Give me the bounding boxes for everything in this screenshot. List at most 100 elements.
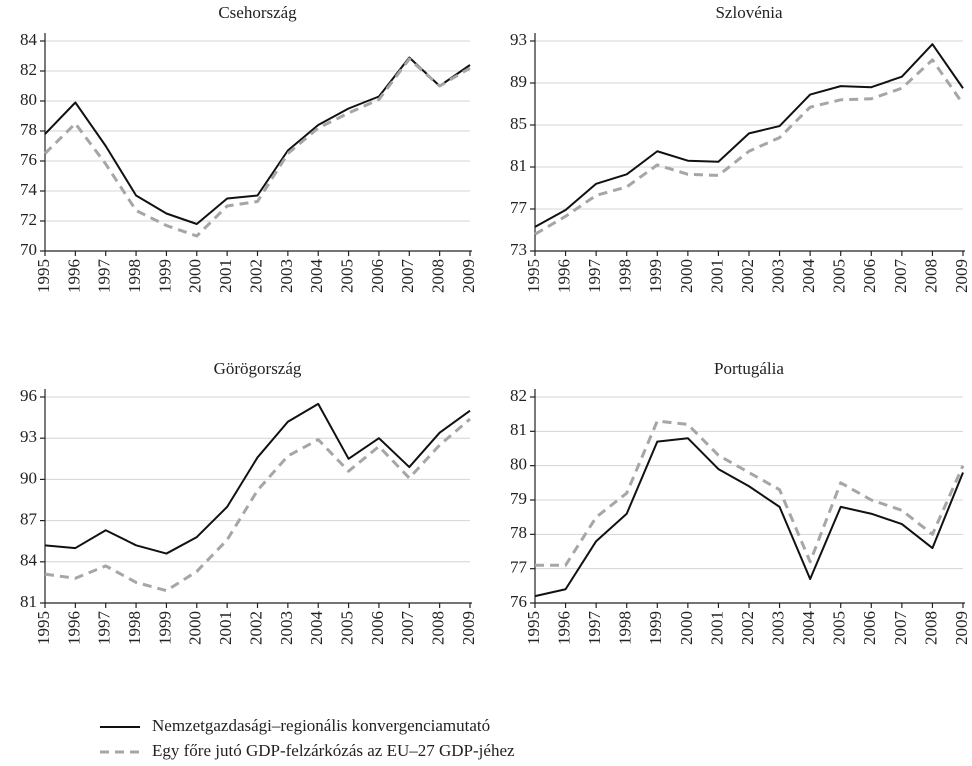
- y-tick-label: 78: [510, 523, 527, 542]
- x-tick-label: 2002: [246, 259, 265, 293]
- x-tick-label: 2003: [768, 259, 787, 293]
- y-tick-label: 76: [20, 150, 37, 169]
- chart-title: Csehország: [218, 3, 297, 22]
- y-tick-label: 90: [20, 468, 37, 487]
- y-tick-label: 79: [510, 489, 527, 508]
- x-tick-label: 2009: [952, 259, 971, 293]
- x-tick-label: 2006: [860, 611, 879, 645]
- y-tick-label: 81: [510, 420, 527, 439]
- x-tick-label: 1997: [585, 259, 604, 294]
- x-tick-label: 2007: [891, 259, 910, 294]
- x-tick-label: 1995: [524, 611, 543, 645]
- x-tick-label: 2006: [368, 611, 387, 645]
- y-tick-label: 85: [510, 114, 527, 133]
- x-tick-label: 2002: [246, 611, 265, 645]
- x-tick-label: 2008: [429, 611, 448, 645]
- x-tick-label: 2006: [860, 259, 879, 293]
- x-tick-label: 2009: [459, 611, 478, 645]
- x-tick-label: 1999: [646, 259, 665, 293]
- x-tick-label: 1999: [155, 259, 174, 293]
- x-tick-label: 2004: [307, 259, 326, 294]
- y-tick-label: 72: [20, 210, 37, 229]
- x-tick-label: 1995: [524, 259, 543, 293]
- x-tick-label: 1998: [616, 259, 635, 293]
- x-tick-label: 2001: [707, 259, 726, 293]
- chart-title: Szlovénia: [715, 3, 782, 22]
- series-line: [535, 419, 965, 567]
- x-tick-label: 2000: [677, 259, 696, 293]
- y-tick-label: 74: [20, 180, 38, 199]
- x-tick-label: 2002: [738, 259, 757, 293]
- x-tick-label: 2007: [398, 259, 417, 294]
- series-line: [43, 57, 471, 238]
- x-tick-label: 2007: [398, 611, 417, 646]
- y-tick-label: 84: [20, 30, 38, 49]
- x-tick-label: 2000: [186, 259, 205, 293]
- x-tick-label: 1995: [34, 611, 53, 645]
- y-tick-label: 77: [510, 198, 528, 217]
- chart-title: Portugália: [714, 359, 784, 378]
- x-tick-label: 1997: [95, 611, 114, 646]
- y-tick-label: 82: [510, 386, 527, 405]
- x-tick-label: 2004: [307, 611, 326, 646]
- y-tick-label: 93: [20, 427, 37, 446]
- x-tick-label: 2004: [799, 611, 818, 646]
- y-tick-label: 76: [510, 592, 527, 611]
- y-tick-label: 89: [510, 72, 527, 91]
- x-tick-label: 1999: [646, 611, 665, 645]
- chart-title: Görögország: [214, 359, 302, 378]
- x-tick-label: 2005: [830, 611, 849, 645]
- x-tick-label: 2009: [459, 259, 478, 293]
- x-tick-label: 2005: [337, 259, 356, 293]
- x-tick-label: 1996: [554, 259, 573, 293]
- x-tick-label: 1995: [34, 259, 53, 293]
- y-tick-label: 84: [20, 551, 38, 570]
- y-tick-label: 81: [510, 156, 527, 175]
- x-tick-label: 2001: [216, 611, 235, 645]
- x-tick-label: 2001: [707, 611, 726, 645]
- x-tick-label: 1998: [125, 611, 144, 645]
- x-tick-label: 2001: [216, 259, 235, 293]
- y-tick-label: 73: [510, 240, 527, 259]
- y-tick-label: 80: [510, 455, 527, 474]
- x-tick-label: 2000: [186, 611, 205, 645]
- x-tick-label: 1999: [155, 611, 174, 645]
- y-tick-label: 82: [20, 60, 37, 79]
- y-tick-label: 81: [20, 592, 37, 611]
- x-tick-label: 2006: [368, 259, 387, 293]
- x-tick-label: 2003: [277, 259, 296, 293]
- legend-label: Egy főre jutó GDP-felzárkózás az EU–27 G…: [152, 741, 515, 760]
- y-tick-label: 80: [20, 90, 37, 109]
- x-tick-label: 1996: [64, 611, 83, 645]
- x-tick-label: 1996: [554, 611, 573, 645]
- x-tick-label: 1998: [616, 611, 635, 645]
- x-tick-label: 1997: [585, 611, 604, 646]
- x-tick-label: 2002: [738, 611, 757, 645]
- y-tick-label: 87: [20, 510, 38, 529]
- x-tick-label: 1997: [95, 259, 114, 294]
- x-tick-label: 1996: [64, 259, 83, 293]
- series-line: [44, 417, 471, 593]
- y-tick-label: 70: [20, 240, 37, 259]
- series-line: [534, 437, 964, 598]
- y-tick-label: 78: [20, 120, 37, 139]
- x-tick-label: 2009: [952, 611, 971, 645]
- series-line: [534, 58, 965, 236]
- x-tick-label: 2007: [891, 611, 910, 646]
- x-tick-label: 2004: [799, 259, 818, 294]
- x-tick-label: 2003: [277, 611, 296, 645]
- x-tick-label: 2008: [921, 259, 940, 293]
- y-tick-label: 77: [510, 558, 528, 577]
- x-tick-label: 2008: [429, 259, 448, 293]
- x-tick-label: 1998: [125, 259, 144, 293]
- x-tick-label: 2005: [830, 259, 849, 293]
- legend-label: Nemzetgazdasági–regionális konvergenciam…: [152, 716, 490, 735]
- x-tick-label: 2008: [921, 611, 940, 645]
- x-tick-label: 2000: [677, 611, 696, 645]
- x-tick-label: 2003: [768, 611, 787, 645]
- y-tick-label: 96: [20, 386, 37, 405]
- series-line: [44, 402, 471, 555]
- y-tick-label: 93: [510, 30, 527, 49]
- series-line: [534, 43, 964, 228]
